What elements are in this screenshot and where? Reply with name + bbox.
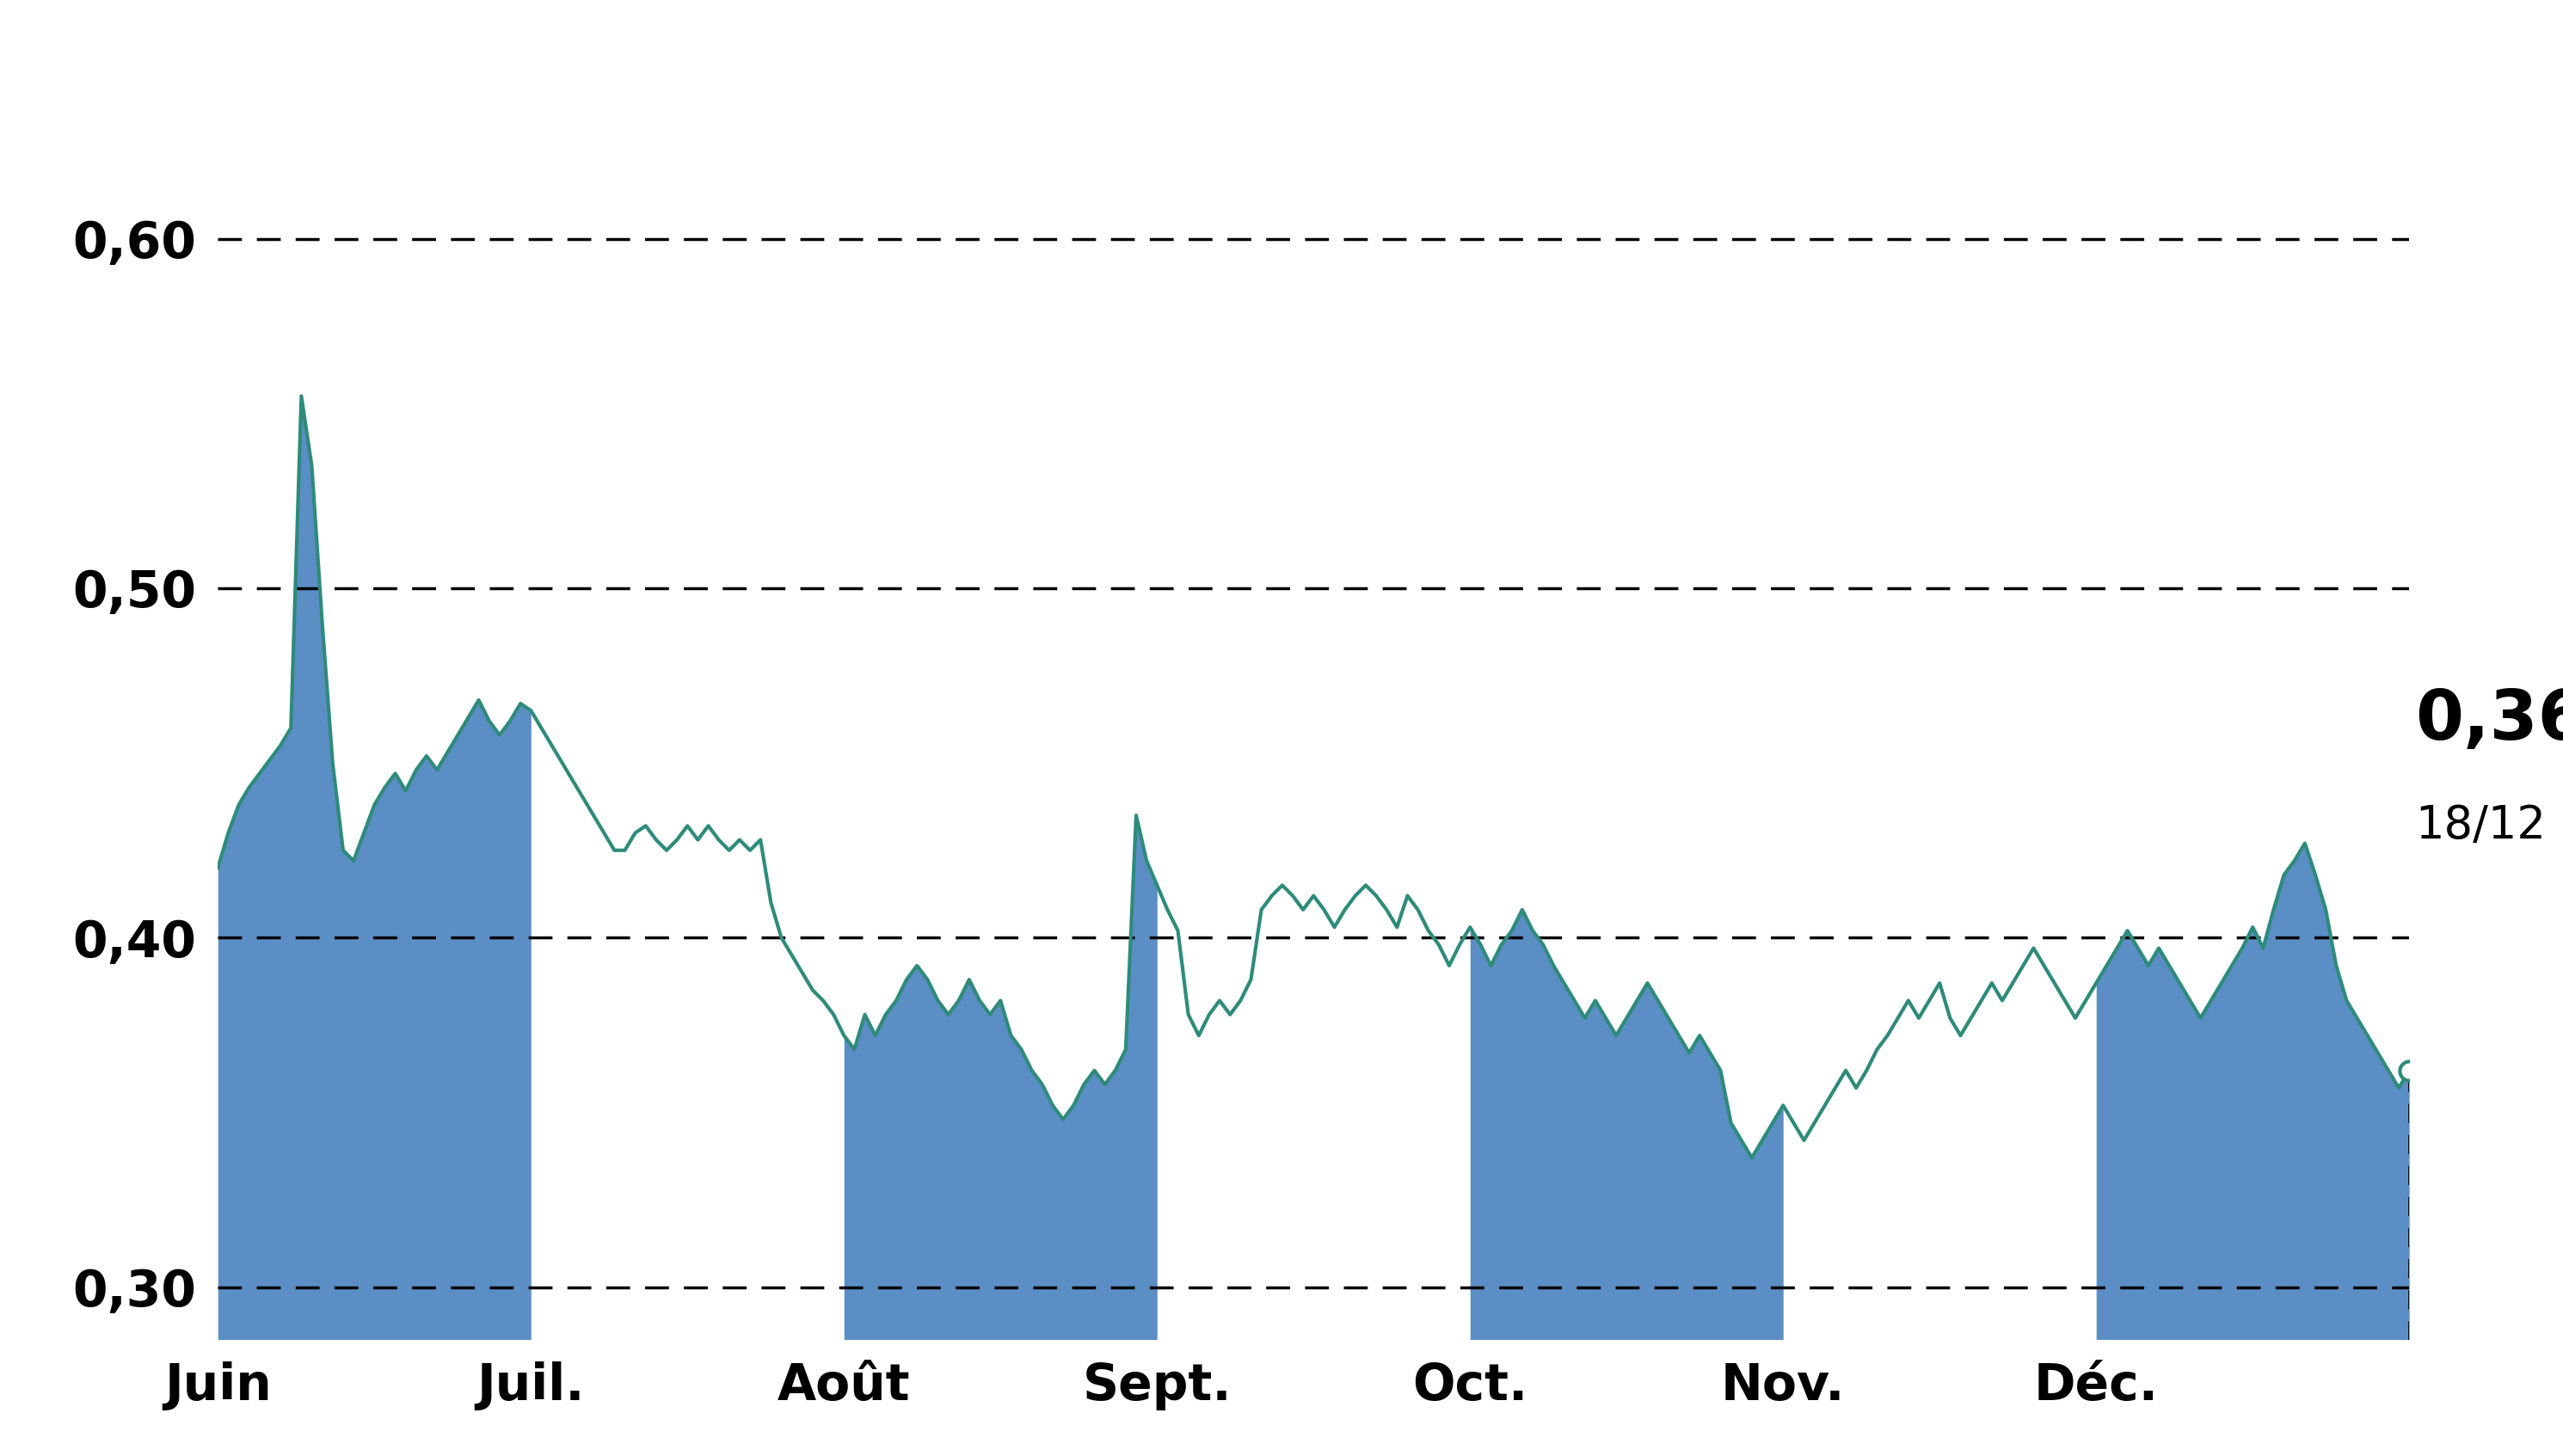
Text: 0,36: 0,36 xyxy=(2414,687,2563,754)
Text: India Globalization Capital, Inc.: India Globalization Capital, Inc. xyxy=(523,28,2040,111)
Text: 18/12: 18/12 xyxy=(2414,804,2545,849)
